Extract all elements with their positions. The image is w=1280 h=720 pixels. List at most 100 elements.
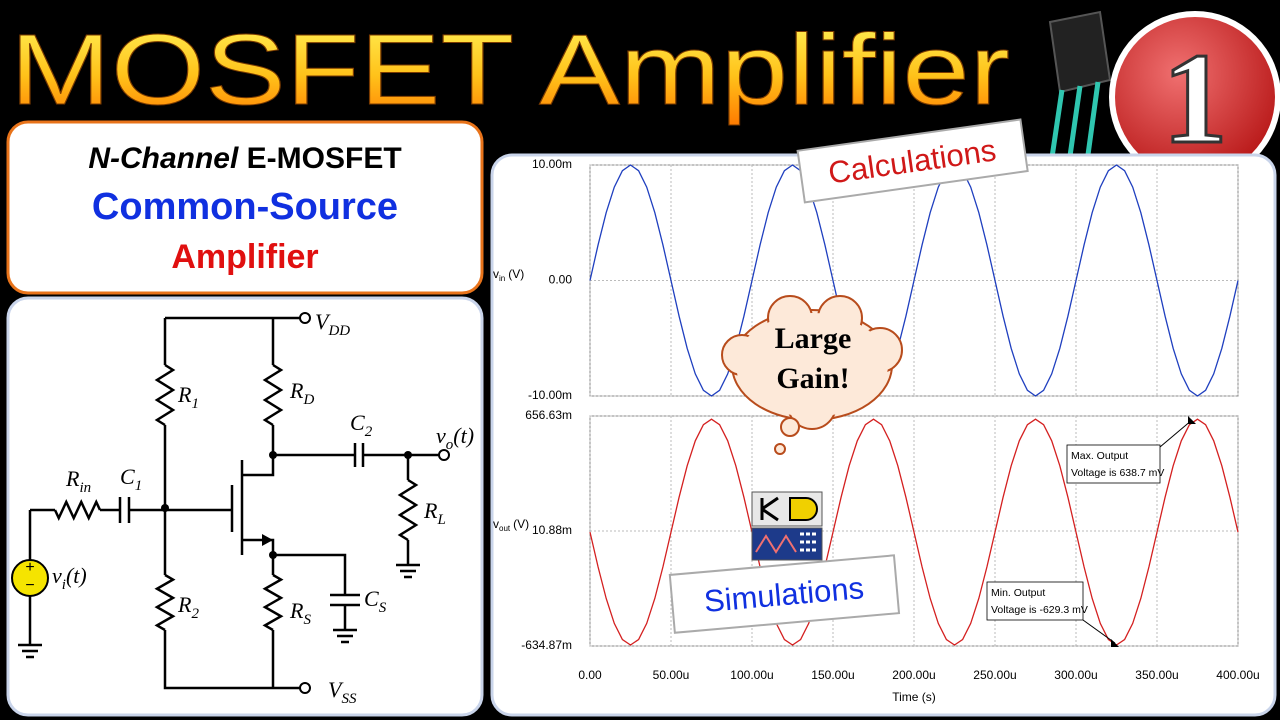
x-tick-label: 50.00u: [653, 668, 690, 682]
label-sub: D: [302, 392, 314, 408]
label-sub: in: [499, 274, 505, 283]
label-main: R: [289, 378, 304, 403]
x-tick-label: 300.00u: [1054, 668, 1097, 682]
resistor: [262, 363, 284, 427]
label-main: v: [493, 517, 499, 531]
x-tick-label: 150.00u: [811, 668, 854, 682]
card-line1: N-Channel E-MOSFET: [88, 142, 401, 175]
gain-text-1: Large: [775, 322, 852, 355]
y-tick-label: 656.63m: [525, 408, 572, 422]
label-rest: (t): [453, 423, 474, 448]
x-axis-label: Time (s): [892, 690, 936, 704]
label-sub: in: [79, 480, 91, 496]
card-emosfet: E-MOSFET: [247, 142, 402, 175]
resistor: [397, 478, 419, 542]
source-minus: −: [25, 577, 34, 594]
component-label: RS: [289, 598, 311, 628]
label-main: C: [350, 410, 365, 435]
gain-text-2: Gain!: [776, 362, 849, 395]
card-line3: Amplifier: [171, 238, 318, 276]
component-label: R2: [177, 592, 199, 622]
waveform: [589, 164, 1239, 397]
label-main: R: [177, 592, 192, 617]
callout-box: [796, 118, 1029, 204]
title: MOSFET Amplifier: [10, 14, 1010, 126]
label-sub: out: [499, 524, 511, 533]
component-label: CS: [364, 586, 387, 616]
x-tick-label: 0.00: [578, 668, 602, 682]
badge: [1115, 17, 1275, 177]
annotation-box: [986, 581, 1084, 621]
y-axis-label: vout (V): [493, 517, 529, 533]
circuit: [11, 312, 450, 694]
component-label: RD: [289, 378, 314, 408]
y-tick-label: 10.00m: [532, 157, 572, 171]
annotation-box: [1066, 444, 1161, 484]
label-sub: i: [62, 577, 66, 593]
label-main: C: [120, 464, 135, 489]
label-sub: S: [303, 612, 311, 628]
label-main: v: [52, 563, 62, 588]
label-rest: (t): [66, 563, 87, 588]
resistor: [262, 573, 284, 632]
badge-number: 1: [1163, 27, 1228, 171]
label-main: R: [423, 498, 438, 523]
y-tick-label: -634.87m: [521, 638, 572, 652]
y-tick-label: 0.00: [549, 273, 573, 287]
title-card: [6, 120, 484, 295]
component-label: vi(t): [52, 563, 87, 593]
label-sub: 1: [135, 478, 143, 494]
label-sub: S: [379, 600, 387, 616]
component-label: VSS: [328, 677, 357, 707]
waveform: [589, 418, 1239, 646]
component-label: VDD: [315, 309, 350, 339]
label-sub: 2: [191, 606, 199, 622]
x-tick-label: 400.00u: [1216, 668, 1259, 682]
gain-cloud: [721, 295, 903, 455]
label-sub: 1: [191, 396, 199, 412]
sim-icon: [751, 491, 823, 561]
annotation-text: Voltage is -629.3 mV: [991, 604, 1088, 616]
simulations-callout: Simulations: [668, 554, 901, 634]
y-axis-label: vin (V): [493, 267, 524, 283]
y-tick-label: -10.00m: [528, 388, 572, 402]
resistor: [154, 573, 176, 632]
annotation-text: Min. Output: [991, 587, 1045, 599]
component-label: vo(t): [436, 423, 474, 453]
x-tick-label: 100.00u: [730, 668, 773, 682]
annotation-pointer: [1082, 619, 1116, 644]
label-sub: 2: [365, 424, 373, 440]
label-main: v: [436, 423, 446, 448]
source-plus: +: [25, 559, 34, 576]
label-sub: DD: [327, 323, 350, 339]
label-main: V: [328, 677, 344, 702]
callout-box: [668, 554, 901, 634]
x-tick-label: 350.00u: [1135, 668, 1178, 682]
resistor: [154, 363, 176, 427]
label-main: R: [289, 598, 304, 623]
component-label: RL: [423, 498, 446, 528]
label-unit: (V): [508, 267, 524, 281]
circuit-panel: [6, 296, 484, 717]
component-label: R1: [177, 382, 199, 412]
label-main: R: [177, 382, 192, 407]
label-main: R: [65, 466, 80, 491]
label-main: v: [493, 267, 499, 281]
label-unit: (V): [513, 517, 529, 531]
annotation-arrow: [1188, 416, 1196, 424]
resistor: [53, 499, 102, 521]
card-italic: N-Channel: [88, 142, 239, 175]
annotation-pointer: [1159, 419, 1193, 448]
label-main: V: [315, 309, 331, 334]
label-main: C: [364, 586, 379, 611]
component-label: Rin: [65, 466, 91, 496]
label-sub: SS: [341, 691, 357, 707]
calculations-callout: Calculations: [796, 118, 1029, 204]
annotation-arrow: [1111, 639, 1119, 647]
annotation-text: Max. Output: [1071, 450, 1128, 462]
card-line2: Common-Source: [92, 186, 398, 228]
label-sub: L: [436, 512, 445, 528]
component-label: C1: [120, 464, 142, 494]
